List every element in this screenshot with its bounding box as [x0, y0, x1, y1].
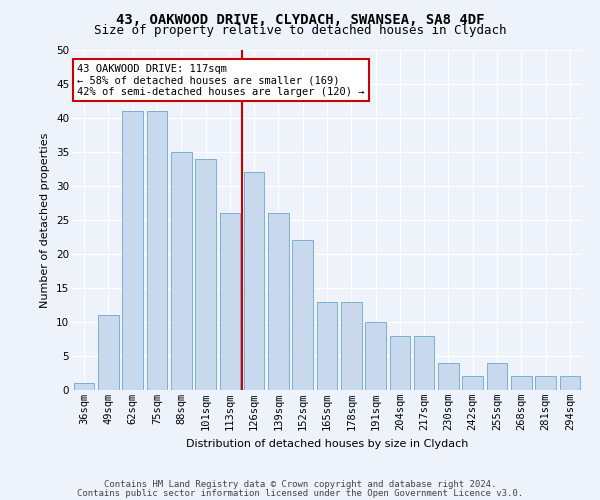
Bar — [487, 363, 508, 390]
Bar — [171, 152, 191, 390]
Bar — [365, 322, 386, 390]
Bar — [74, 383, 94, 390]
Bar — [220, 213, 240, 390]
Text: Contains HM Land Registry data © Crown copyright and database right 2024.: Contains HM Land Registry data © Crown c… — [104, 480, 496, 489]
Bar — [535, 376, 556, 390]
Text: Contains public sector information licensed under the Open Government Licence v3: Contains public sector information licen… — [77, 488, 523, 498]
Bar — [146, 111, 167, 390]
Bar — [414, 336, 434, 390]
Bar — [195, 159, 216, 390]
Bar — [98, 315, 119, 390]
Bar — [341, 302, 362, 390]
X-axis label: Distribution of detached houses by size in Clydach: Distribution of detached houses by size … — [186, 438, 468, 448]
Text: 43, OAKWOOD DRIVE, CLYDACH, SWANSEA, SA8 4DF: 43, OAKWOOD DRIVE, CLYDACH, SWANSEA, SA8… — [116, 12, 484, 26]
Bar — [122, 111, 143, 390]
Bar — [463, 376, 483, 390]
Bar — [560, 376, 580, 390]
Bar — [244, 172, 265, 390]
Bar — [511, 376, 532, 390]
Bar — [292, 240, 313, 390]
Bar — [268, 213, 289, 390]
Bar — [317, 302, 337, 390]
Bar — [438, 363, 459, 390]
Text: Size of property relative to detached houses in Clydach: Size of property relative to detached ho… — [94, 24, 506, 37]
Bar — [389, 336, 410, 390]
Y-axis label: Number of detached properties: Number of detached properties — [40, 132, 50, 308]
Text: 43 OAKWOOD DRIVE: 117sqm
← 58% of detached houses are smaller (169)
42% of semi-: 43 OAKWOOD DRIVE: 117sqm ← 58% of detach… — [77, 64, 365, 97]
